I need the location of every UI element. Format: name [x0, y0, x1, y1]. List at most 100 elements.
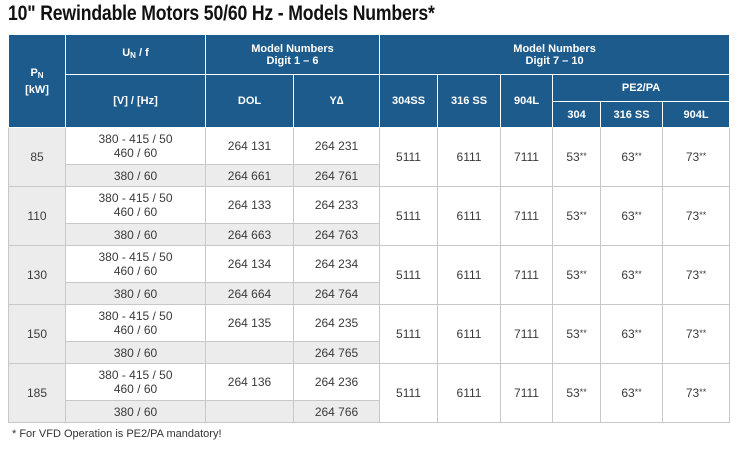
header-pe2pa: PE2/PA — [552, 74, 731, 102]
dol-cell-secondary: 264 663 — [205, 223, 294, 246]
header-yd: Y∆ — [292, 74, 381, 128]
header-un-unit: [V] / [Hz] — [65, 74, 206, 128]
ss316-cell: 6111 — [437, 245, 502, 305]
pe904-cell: 73** — [662, 127, 731, 187]
pe316-stars: ** — [634, 151, 642, 161]
table-row-sub: 380 / 60 264 663 264 763 — [9, 223, 730, 246]
ss316-cell: 6111 — [437, 304, 502, 364]
pe304-cell: 53** — [552, 304, 602, 364]
table-row: 85 380 - 415 / 50 460 / 60 264 131 264 231 51… — [8, 127, 731, 187]
header-un-main: U — [122, 47, 131, 59]
pe304-stars: ** — [579, 328, 587, 338]
pe316-stars: ** — [634, 328, 642, 338]
table-row-sub: 380 / 60 264 765 — [9, 341, 730, 364]
pe904-cell: 73** — [662, 304, 731, 364]
pe904-value: 73 — [685, 150, 700, 164]
voltage-cell-primary: 380 - 415 / 50 460 / 60 — [65, 245, 206, 283]
pe904-stars: ** — [699, 387, 707, 397]
ss304-cell: 5111 — [379, 186, 439, 246]
voltage-cell-primary: 380 - 415 / 50 460 / 60 — [65, 304, 206, 342]
voltage-line-50hz: 380 - 415 / 50 — [98, 191, 173, 205]
table-row: 150 380 - 415 / 50 460 / 60 264 135 264 235 5… — [8, 304, 731, 364]
voltage-cell-secondary: 380 / 60 — [65, 341, 206, 364]
voltage-line-60hz: 460 / 60 — [113, 264, 158, 278]
pe904-value: 73 — [685, 386, 700, 400]
header-pe-316ss: 316 SS — [600, 101, 664, 128]
voltage-cell-secondary: 380 / 60 — [65, 223, 206, 246]
model-numbers-table: PN [kW] UN / f Model Numbers Digit 1 – 6… — [8, 34, 731, 423]
dol-cell: 264 131 — [205, 127, 294, 165]
page-title: 10" Rewindable Motors 50/60 Hz - Models … — [8, 2, 435, 25]
dol-cell-secondary — [205, 341, 294, 364]
table-row: 110 380 - 415 / 50 460 / 60 264 133 264 233 5… — [8, 186, 731, 246]
yd-cell-secondary: 264 763 — [292, 223, 381, 246]
table-row: 130 380 - 415 / 50 460 / 60 264 134 264 234 5… — [8, 245, 731, 305]
dol-cell: 264 135 — [205, 304, 294, 342]
l904-cell: 7111 — [500, 304, 554, 364]
header-model-1-6-line2: Digit 1 – 6 — [266, 54, 319, 67]
header-pn-unit: [kW] — [25, 83, 49, 96]
dol-cell-secondary — [205, 400, 294, 423]
ss304-cell: 5111 — [379, 245, 439, 305]
pe316-value: 63 — [621, 209, 635, 223]
dol-cell: 264 136 — [205, 363, 294, 401]
yd-cell: 264 231 — [292, 127, 381, 165]
yd-cell: 264 235 — [292, 304, 381, 342]
voltage-cell-primary: 380 - 415 / 50 460 / 60 — [65, 127, 206, 165]
table-row-sub: 380 / 60 264 661 264 761 — [9, 164, 730, 187]
pe904-cell: 73** — [662, 186, 731, 246]
header-un-suffix: / f — [135, 47, 149, 59]
table-row-sub: 380 / 60 264 766 — [9, 400, 730, 423]
pe316-stars: ** — [634, 210, 642, 220]
pe904-value: 73 — [685, 327, 700, 341]
pe316-value: 63 — [621, 386, 635, 400]
header-un: UN / f — [65, 34, 206, 75]
header-pn-main: P — [30, 66, 38, 79]
header-pn: PN [kW] — [8, 34, 66, 128]
table-row: 185 380 - 415 / 50 460 / 60 264 136 264 236 5… — [8, 363, 731, 423]
header-model-7-10: Model Numbers Digit 7 – 10 — [379, 34, 731, 75]
pe316-cell: 63** — [600, 363, 664, 423]
voltage-cell-secondary: 380 / 60 — [65, 164, 206, 187]
pe304-stars: ** — [579, 269, 587, 279]
pe304-cell: 53** — [552, 363, 602, 423]
header-316ss: 316 SS — [437, 74, 502, 128]
l904-cell: 7111 — [500, 245, 554, 305]
pn-cell: 185 — [8, 363, 66, 423]
pe304-value: 53 — [566, 150, 580, 164]
header-904l: 904L — [500, 74, 554, 128]
pe316-value: 63 — [621, 327, 635, 341]
header-model-7-10-line2: Digit 7 – 10 — [525, 54, 584, 67]
yd-cell: 264 236 — [292, 363, 381, 401]
ss316-cell: 6111 — [437, 127, 502, 187]
header-pe-904l: 904L — [662, 101, 731, 128]
pe316-stars: ** — [634, 387, 642, 397]
pe316-value: 63 — [621, 150, 635, 164]
l904-cell: 7111 — [500, 127, 554, 187]
voltage-cell-secondary: 380 / 60 — [65, 400, 206, 423]
pe904-value: 73 — [685, 268, 700, 282]
pe304-cell: 53** — [552, 127, 602, 187]
voltage-cell-primary: 380 - 415 / 50 460 / 60 — [65, 186, 206, 224]
pe316-cell: 63** — [600, 127, 664, 187]
header-pe-304: 304 — [552, 101, 602, 128]
l904-cell: 7111 — [500, 186, 554, 246]
pe904-stars: ** — [699, 151, 707, 161]
pe316-cell: 63** — [600, 186, 664, 246]
voltage-cell-primary: 380 - 415 / 50 460 / 60 — [65, 363, 206, 401]
pe904-cell: 73** — [662, 363, 731, 423]
header-304ss: 304SS — [379, 74, 439, 128]
pn-cell: 130 — [8, 245, 66, 305]
voltage-line-50hz: 380 - 415 / 50 — [98, 132, 173, 146]
l904-cell: 7111 — [500, 363, 554, 423]
header-model-7-10-line1: Model Numbers — [513, 42, 596, 55]
ss304-cell: 5111 — [379, 363, 439, 423]
ss316-cell: 6111 — [437, 363, 502, 423]
pe304-value: 53 — [566, 209, 580, 223]
ss304-cell: 5111 — [379, 127, 439, 187]
pn-cell: 85 — [8, 127, 66, 187]
footnote: * For VFD Operation is PE2/PA mandatory! — [12, 428, 222, 440]
header-pn-sub: N — [37, 70, 44, 80]
dol-cell-secondary: 264 664 — [205, 282, 294, 305]
header-model-1-6-line1: Model Numbers — [251, 42, 334, 55]
